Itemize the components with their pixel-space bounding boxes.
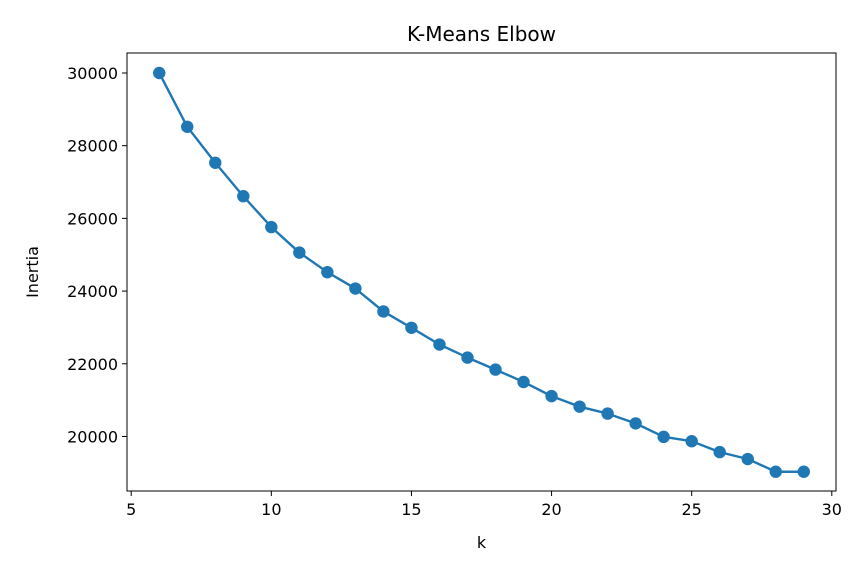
data-point [181,120,194,133]
data-point [153,66,166,80]
data-point [237,190,250,203]
x-tick-label: 25 [681,500,701,519]
x-tick-label: 30 [822,500,842,519]
data-point [797,465,810,478]
x-axis-label: k [477,533,487,552]
chart-title: K-Means Elbow [407,22,556,46]
y-tick-label: 28000 [67,137,118,156]
data-point [657,430,670,444]
y-tick-label: 24000 [67,282,118,301]
data-point [405,321,418,334]
x-tick-label: 20 [541,500,561,519]
plot-frame [126,52,837,492]
x-tick-label: 5 [126,500,136,519]
y-axis-label: Inertia [23,246,42,298]
series-line [158,72,804,473]
x-tick-label: 10 [261,500,281,519]
data-point [209,156,222,169]
data-point [573,400,586,413]
y-tick-label: 26000 [67,209,118,228]
data-point [265,220,278,234]
data-point [433,338,446,351]
data-point [349,282,362,295]
data-point [769,465,782,478]
y-tick-label: 20000 [67,427,118,446]
data-point [545,389,558,403]
y-tick-label: 22000 [67,355,118,374]
data-point [293,246,306,259]
ticks-layer: 5 10 15 20 25 30 20000 22000 24000 26000 28000 3000… [67,64,842,519]
data-point [461,351,474,364]
y-tick-label: 30000 [67,64,118,83]
x-tick-label: 15 [401,500,421,519]
series-layer [153,66,810,478]
data-point [601,407,614,420]
data-point [377,305,390,318]
data-point [741,452,754,466]
data-point [685,435,698,448]
data-point [713,445,726,459]
data-point [489,363,502,376]
data-point [517,375,530,389]
data-point [321,265,334,279]
data-point [629,417,642,430]
